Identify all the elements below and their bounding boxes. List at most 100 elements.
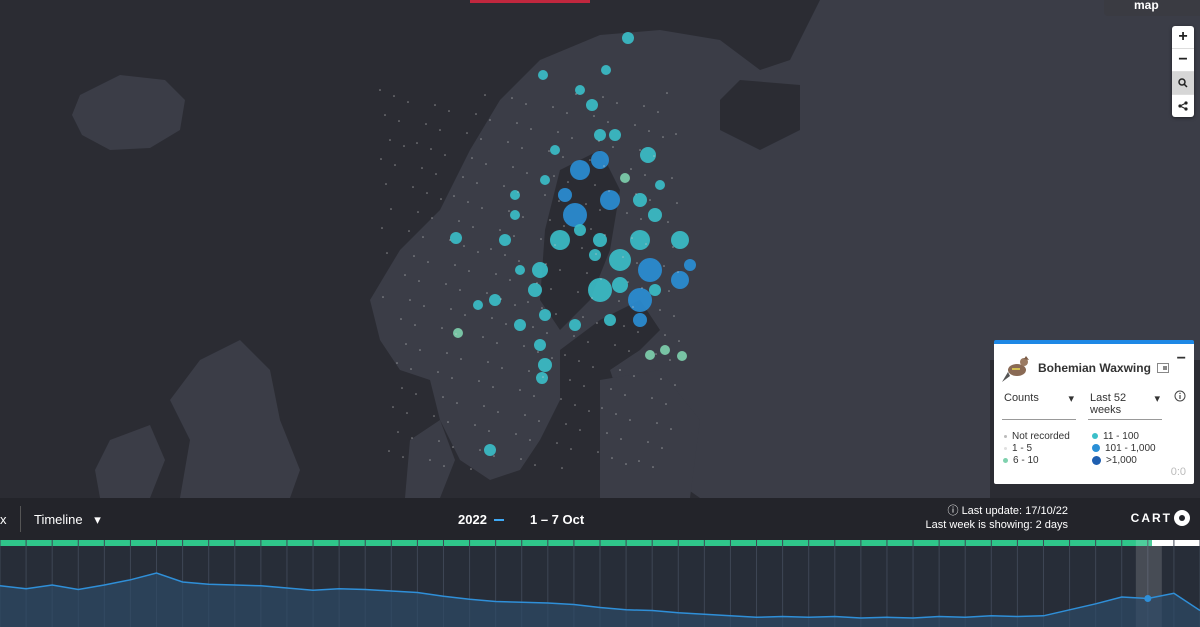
not-recorded-dot: [406, 412, 408, 414]
metric-select[interactable]: Counts ▾: [1002, 390, 1076, 420]
weeks-bar[interactable]: [0, 540, 1152, 546]
not-recorded-dot: [619, 369, 621, 371]
map-canvas[interactable]: [0, 0, 1200, 498]
not-recorded-dot: [664, 334, 666, 336]
legend-dot: [1003, 457, 1008, 463]
legend-label: 11 - 100: [1103, 430, 1139, 442]
not-recorded-dot: [490, 248, 492, 250]
legend-label: 1 - 5: [1012, 442, 1033, 454]
legend-dot: [1004, 434, 1007, 438]
not-recorded-dot: [405, 343, 407, 345]
not-recorded-dot: [546, 332, 548, 334]
not-recorded-dot: [396, 362, 398, 364]
not-recorded-dot: [586, 272, 588, 274]
not-recorded-dot: [528, 370, 530, 372]
not-recorded-dot: [437, 371, 439, 373]
not-recorded-dot: [518, 260, 520, 262]
not-recorded-dot: [573, 335, 575, 337]
observation-dot: [684, 259, 696, 271]
land-denmark: [405, 420, 455, 498]
not-recorded-dot: [448, 110, 450, 112]
not-recorded-dot: [660, 378, 662, 380]
not-recorded-dot: [597, 451, 599, 453]
not-recorded-dot: [653, 155, 655, 157]
not-recorded-dot: [603, 165, 605, 167]
not-recorded-dot: [431, 217, 433, 219]
not-recorded-dot: [668, 290, 670, 292]
timeline-dropdown[interactable]: Timeline ▾: [34, 512, 101, 528]
carto-o-icon: [1174, 510, 1190, 526]
not-recorded-dot: [575, 93, 577, 95]
not-recorded-dot: [419, 349, 421, 351]
observation-dot: [538, 70, 548, 80]
not-recorded-dot: [655, 353, 657, 355]
not-recorded-dot: [627, 281, 629, 283]
not-recorded-dot: [626, 212, 628, 214]
timeline-toolbar: x Timeline ▾ 2022 1 – 7 Oct ⓘ Last updat…: [0, 498, 1200, 540]
not-recorded-dot: [662, 136, 664, 138]
not-recorded-dot: [592, 366, 594, 368]
not-recorded-dot: [393, 95, 395, 97]
not-recorded-dot: [578, 360, 580, 362]
not-recorded-dot: [513, 235, 515, 237]
period-select[interactable]: Last 52 weeks ▾: [1088, 390, 1162, 420]
observation-dot: [514, 319, 526, 331]
timeline-label: Timeline: [34, 512, 83, 527]
not-recorded-dot: [458, 220, 460, 222]
not-recorded-dot: [515, 433, 517, 435]
not-recorded-dot: [526, 172, 528, 174]
not-recorded-dot: [443, 465, 445, 467]
info-card-icon[interactable]: [1156, 363, 1169, 373]
observation-dot: [609, 129, 621, 141]
observation-dot: [550, 145, 560, 155]
not-recorded-dot: [454, 264, 456, 266]
not-recorded-dot: [463, 245, 465, 247]
observation-dot: [569, 319, 581, 331]
carto-logo[interactable]: CART: [1131, 510, 1190, 526]
not-recorded-dot: [588, 410, 590, 412]
not-recorded-dot: [574, 404, 576, 406]
not-recorded-dot: [648, 130, 650, 132]
not-recorded-dot: [409, 299, 411, 301]
close-x[interactable]: x: [0, 512, 7, 527]
not-recorded-dot: [591, 297, 593, 299]
not-recorded-dot: [475, 113, 477, 115]
not-recorded-dot: [618, 300, 620, 302]
observation-dot: [640, 147, 656, 163]
not-recorded-dot: [672, 246, 674, 248]
bird-icon: [1002, 356, 1029, 382]
not-recorded-dot: [422, 236, 424, 238]
not-recorded-dot: [581, 247, 583, 249]
not-recorded-dot: [629, 419, 631, 421]
not-recorded-dot: [382, 296, 384, 298]
observation-dot: [575, 85, 585, 95]
not-recorded-dot: [602, 96, 604, 98]
info-icon[interactable]: [1174, 390, 1186, 402]
not-recorded-dot: [564, 354, 566, 356]
not-recorded-dot: [620, 438, 622, 440]
not-recorded-dot: [548, 150, 550, 152]
not-recorded-dot: [464, 314, 466, 316]
zoom-out-button[interactable]: −: [1172, 49, 1194, 72]
not-recorded-dot: [427, 261, 429, 263]
last-week-text: Last week is showing: 2 days: [925, 519, 1068, 531]
not-recorded-dot: [552, 106, 554, 108]
not-recorded-dot: [607, 121, 609, 123]
search-button[interactable]: [1172, 72, 1194, 95]
not-recorded-dot: [451, 377, 453, 379]
not-recorded-dot: [496, 342, 498, 344]
collapse-legend-button[interactable]: −: [1176, 350, 1186, 367]
basemap-button[interactable]: Doodle map: [1104, 0, 1200, 16]
not-recorded-dot: [440, 198, 442, 200]
not-recorded-dot: [637, 331, 639, 333]
not-recorded-dot: [497, 411, 499, 413]
not-recorded-dot: [532, 326, 534, 328]
not-recorded-dot: [392, 406, 394, 408]
share-button[interactable]: [1172, 95, 1194, 117]
land-scandinavia: [370, 0, 1200, 498]
not-recorded-dot: [647, 441, 649, 443]
zoom-in-button[interactable]: +: [1172, 26, 1194, 49]
selected-point: [1144, 595, 1152, 602]
timeline-chart[interactable]: [0, 540, 1200, 627]
observation-dot: [550, 230, 570, 250]
